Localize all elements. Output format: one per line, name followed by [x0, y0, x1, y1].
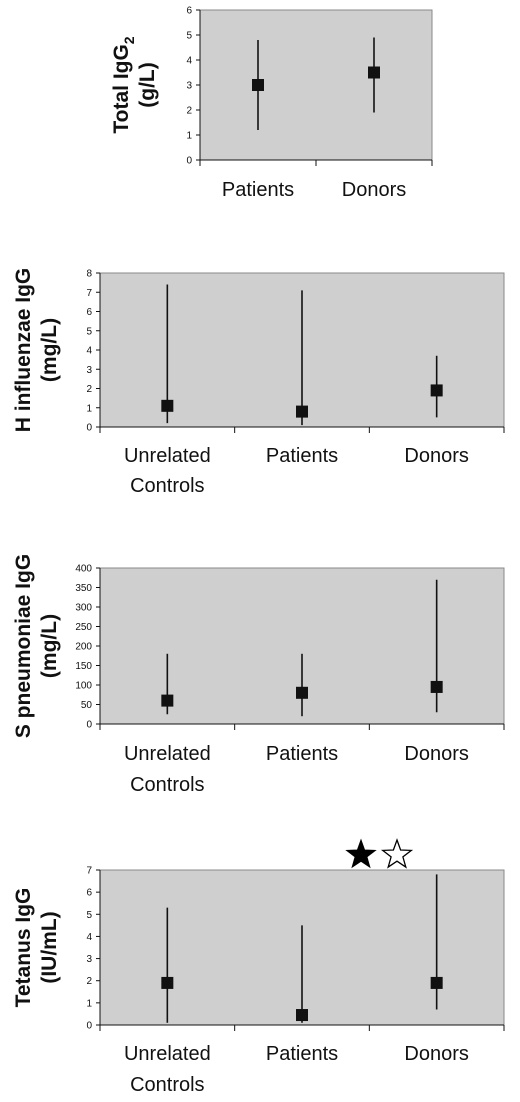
- x-category-label: Unrelated: [124, 445, 211, 467]
- y-tick-label: 250: [75, 622, 92, 633]
- x-category-label: Donors: [404, 445, 468, 467]
- y-tick-label: 0: [86, 1021, 92, 1032]
- y-tick-label: 3: [186, 81, 192, 92]
- y-axis-label-line: (g/L): [136, 62, 159, 107]
- y-tick-label: 2: [86, 976, 92, 987]
- y-tick-label: 200: [75, 642, 92, 653]
- y-tick-label: 5: [186, 31, 192, 42]
- x-category-label: Donors: [404, 1043, 468, 1065]
- median-marker: [161, 399, 174, 412]
- y-axis-label: Total IgG2 (g/L): [110, 36, 159, 133]
- x-category-label: Donors: [404, 743, 468, 765]
- median-marker: [161, 694, 174, 707]
- y-axis-label-line: Total IgG: [110, 44, 133, 133]
- y-tick-label: 0: [186, 156, 192, 167]
- plot-area: [199, 9, 433, 161]
- y-tick-label: 5: [86, 910, 92, 921]
- y-tick-label: 2: [186, 106, 192, 117]
- y-tick-label: 4: [86, 932, 92, 943]
- median-marker: [296, 1009, 308, 1022]
- y-tick-label: 0: [86, 423, 92, 434]
- y-tick-label: 5: [86, 326, 92, 337]
- y-tick-label: 1: [86, 998, 92, 1009]
- median-marker: [430, 384, 443, 397]
- median-marker: [430, 680, 443, 693]
- y-tick-label: 6: [86, 307, 92, 318]
- y-axis-label-line: (IU/mL): [38, 911, 61, 983]
- y-tick-label: 2: [86, 384, 92, 395]
- y-axis-label: S pneumoniae IgG (mg/L): [12, 554, 61, 738]
- chart-panel-4: 0 1 2 3 4 5 6 7 Unrelated Controls Patients Donors T…: [12, 838, 505, 1096]
- y-tick-label: 3: [86, 365, 92, 376]
- y-tick-label: 350: [75, 583, 92, 594]
- y-tick-label: 7: [86, 866, 92, 877]
- y-tick-label: 1: [86, 403, 92, 414]
- x-category-label: Patients: [222, 179, 294, 201]
- y-axis-label-line: Tetanus IgG: [12, 888, 35, 1008]
- y-axis-label-line: (mg/L): [38, 614, 61, 678]
- y-tick-label: 6: [86, 888, 92, 899]
- median-marker: [430, 976, 443, 989]
- y-tick-label: 4: [86, 346, 92, 357]
- x-category-label: Controls: [130, 774, 204, 796]
- x-category-label: Patients: [266, 1043, 338, 1065]
- chart-panel-3: 0 50 100 150 200 250 300 350 400 Unrelated Control…: [12, 554, 505, 796]
- median-marker: [368, 66, 380, 79]
- open-star-icon: [380, 838, 414, 869]
- y-tick-label: 8: [86, 269, 92, 280]
- y-axis-label-subscript: 2: [121, 36, 137, 44]
- y-axis-label: H influenzae IgG (mg/L): [12, 268, 61, 433]
- x-category-label: Controls: [130, 1074, 204, 1096]
- x-category-label: Donors: [342, 179, 406, 201]
- y-tick-label: 100: [75, 681, 92, 692]
- y-tick-label: 3: [86, 954, 92, 965]
- chart-panel-2: 0 1 2 3 4 5 6 7 8 Unrelated Controls Patients Donors…: [12, 268, 505, 497]
- x-category-label: Unrelated: [124, 1043, 211, 1065]
- x-category-label: Patients: [266, 743, 338, 765]
- y-tick-label: 7: [86, 288, 92, 299]
- median-marker: [252, 79, 264, 91]
- y-axis-label-line: S pneumoniae IgG: [12, 554, 35, 738]
- y-tick-label: 1: [186, 131, 192, 142]
- x-category-label: Controls: [130, 475, 204, 497]
- x-category-label: Unrelated: [124, 743, 211, 765]
- y-tick-label: 400: [75, 564, 92, 575]
- y-axis-label-line: H influenzae IgG: [12, 268, 35, 433]
- y-tick-label: 50: [81, 700, 93, 711]
- y-axis-label: Tetanus IgG (IU/mL): [12, 888, 61, 1008]
- y-tick-label: 0: [86, 720, 92, 731]
- y-tick-label: 4: [186, 56, 192, 67]
- median-marker: [296, 686, 308, 699]
- filled-star-icon: [345, 838, 377, 869]
- median-marker: [296, 405, 308, 418]
- y-axis-label-line: (mg/L): [38, 318, 61, 382]
- y-tick-label: 6: [186, 6, 192, 17]
- y-tick-label: 300: [75, 603, 92, 614]
- median-marker: [161, 976, 174, 989]
- y-tick-label: 150: [75, 661, 92, 672]
- x-category-label: Patients: [266, 445, 338, 467]
